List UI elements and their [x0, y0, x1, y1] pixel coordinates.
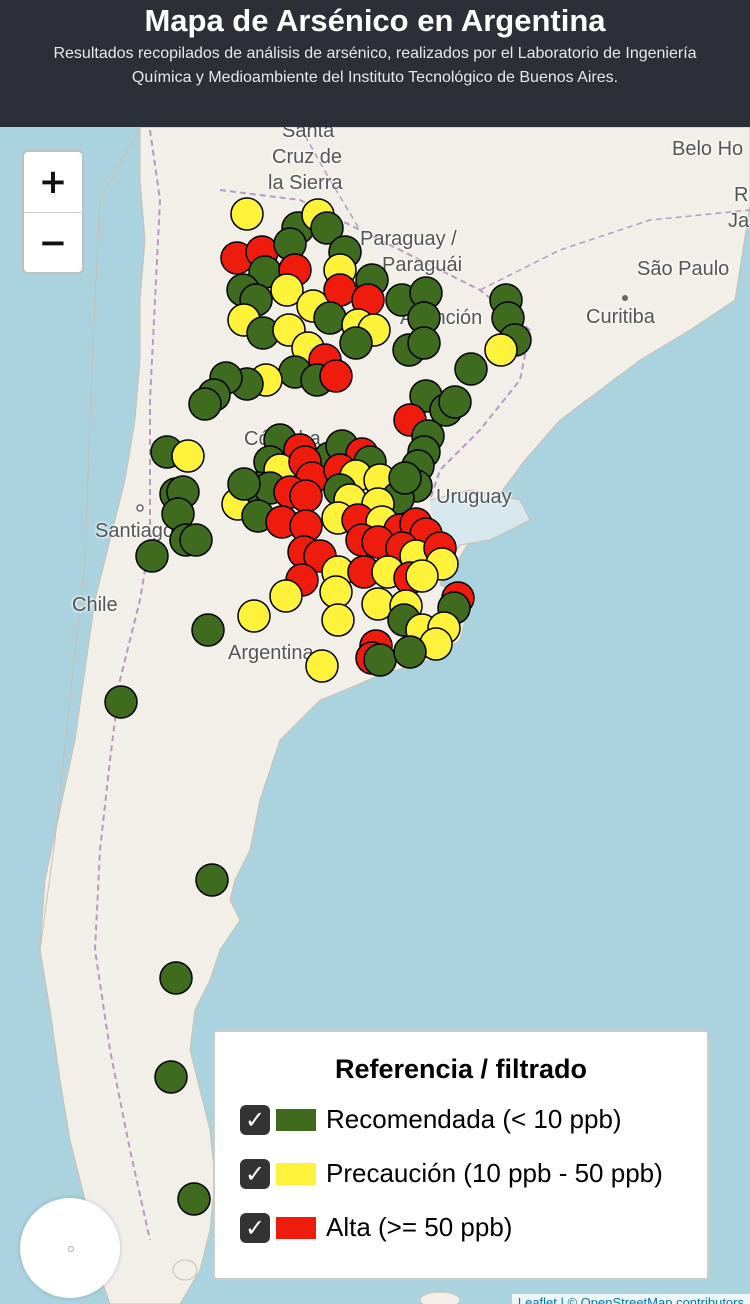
sample-marker[interactable]: [191, 613, 225, 647]
sample-marker[interactable]: [319, 575, 353, 609]
sample-marker[interactable]: [339, 326, 373, 360]
sample-marker[interactable]: [177, 1182, 211, 1216]
sample-marker[interactable]: [407, 326, 441, 360]
sample-marker[interactable]: [289, 479, 323, 513]
legend-label-alta: Alta (>= 50 ppb): [326, 1212, 513, 1242]
map-label-rio-2: Jan: [728, 210, 750, 232]
map-label-santa-cruz-2: Cruz de: [272, 146, 343, 168]
sample-marker[interactable]: [135, 539, 169, 573]
locate-icon: [68, 1246, 74, 1252]
zoom-out-button[interactable]: −: [38, 223, 68, 263]
sample-marker[interactable]: [454, 352, 488, 386]
sample-marker[interactable]: [388, 461, 422, 495]
sample-marker[interactable]: [305, 649, 339, 683]
legend-panel: Referencia / filtrado ✓ Recomendada (< 1…: [213, 1030, 709, 1280]
sample-marker[interactable]: [230, 197, 264, 231]
sample-marker[interactable]: [310, 211, 344, 245]
legend-title: Referencia / filtrado: [334, 1054, 588, 1084]
legend-label-recomendada: Recomendada (< 10 ppb): [326, 1104, 622, 1134]
map-label-rio: Ri: [734, 184, 750, 206]
sample-marker[interactable]: [227, 467, 261, 501]
map-label-belo: Belo Ho: [672, 138, 744, 160]
sample-marker[interactable]: [159, 961, 193, 995]
sample-marker[interactable]: [179, 523, 213, 557]
map-label-santiago: Santiago: [95, 520, 174, 542]
red-swatch-icon: [276, 1216, 316, 1239]
sample-marker[interactable]: [393, 635, 427, 669]
sample-marker[interactable]: [321, 603, 355, 637]
sample-marker[interactable]: [195, 863, 229, 897]
sample-marker[interactable]: [270, 273, 304, 307]
green-swatch-icon: [276, 1108, 316, 1131]
map-label-santa-cruz-3: la Sierra: [268, 172, 343, 194]
legend-item-precaucion[interactable]: ✓ Precaución (10 ppb - 50 ppb): [240, 1158, 663, 1189]
sample-marker[interactable]: [405, 559, 439, 593]
sample-marker[interactable]: [104, 685, 138, 719]
legend-checkbox-precaucion[interactable]: ✓: [240, 1158, 270, 1189]
sample-marker[interactable]: [319, 359, 353, 393]
sample-marker[interactable]: [313, 301, 347, 335]
map-label-paraguay-2: Paraguái: [382, 254, 463, 276]
map-label-sao-paulo: São Paulo: [637, 258, 730, 280]
sample-marker[interactable]: [154, 1060, 188, 1094]
sample-marker[interactable]: [363, 643, 397, 677]
page-header: Mapa de Arsénico en Argentina Resultados…: [0, 0, 750, 127]
legend-label-precaucion: Precaución (10 ppb - 50 ppb): [326, 1158, 663, 1188]
zoom-control: + −: [22, 150, 84, 274]
sample-marker[interactable]: [484, 333, 518, 367]
sample-marker[interactable]: [438, 385, 472, 419]
legend-item-alta[interactable]: ✓ Alta (>= 50 ppb): [240, 1212, 512, 1243]
sample-marker[interactable]: [237, 599, 271, 633]
zoom-in-button[interactable]: +: [24, 152, 82, 213]
map-label-paraguay: Paraguay /: [360, 228, 457, 250]
yellow-swatch-icon: [276, 1162, 316, 1185]
legend-checkbox-alta[interactable]: ✓: [240, 1212, 270, 1243]
map-attribution[interactable]: Leaflet | © OpenStreetMap contributors: [511, 1294, 750, 1304]
map-label-chile: Chile: [72, 594, 118, 616]
sample-marker[interactable]: [323, 273, 357, 307]
legend-item-recomendada[interactable]: ✓ Recomendada (< 10 ppb): [240, 1104, 622, 1135]
sample-marker[interactable]: [269, 579, 303, 613]
legend-checkbox-recomendada[interactable]: ✓: [240, 1104, 270, 1135]
page-subtitle: Resultados recopilados de análisis de ar…: [53, 45, 697, 86]
map-label-curitiba: Curitiba: [586, 306, 655, 328]
page-title: Mapa de Arsénico en Argentina: [144, 3, 606, 38]
sample-marker[interactable]: [188, 387, 222, 421]
map-label-uruguay: Uruguay: [436, 486, 512, 508]
sample-marker[interactable]: [171, 439, 205, 473]
map-label-argentina: Argentina: [228, 642, 314, 664]
locate-button[interactable]: [20, 1198, 120, 1298]
